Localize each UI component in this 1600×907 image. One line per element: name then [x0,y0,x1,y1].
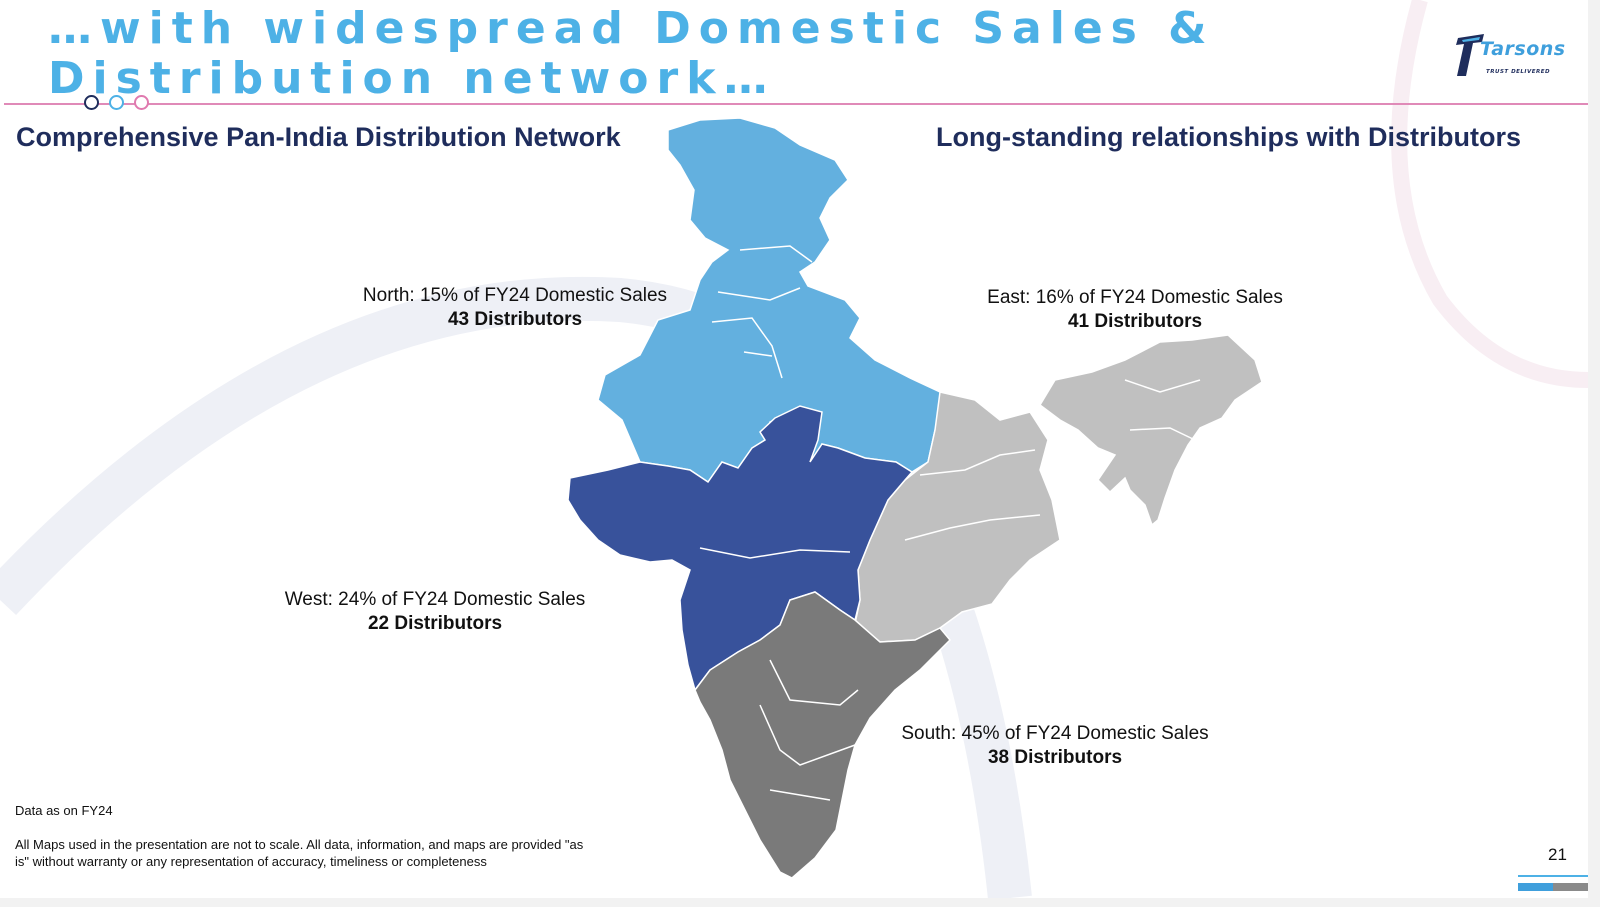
east-sales-share: East: 16% of FY24 Domestic Sales [987,287,1283,308]
slide-title: …with widespread Domestic Sales & Distri… [48,3,1215,104]
east-distributor-count: 41 Distributors [1067,311,1203,332]
label-west: West: 24% of FY24 Domestic Sales 22 Dist… [278,588,592,636]
logo-tagline: TRUST DELIVERED [1486,69,1551,75]
heading-distributor-relationships: Long-standing relationships with Distrib… [936,122,1521,152]
west-sales-share: West: 24% of FY24 Domestic Sales [284,589,586,610]
tarsons-logo: Tarsons TRUST DELIVERED [1454,32,1574,84]
title-underline [4,103,1588,105]
logo-t-mark-icon [1456,34,1484,76]
footer-accent-bar [1518,875,1588,891]
dot-blue [109,95,124,110]
footer-line [1518,875,1588,877]
page-number: 21 [1548,845,1567,864]
south-sales-share: South: 45% of FY24 Domestic Sales [901,723,1209,744]
west-distributor-count: 22 Distributors [367,613,503,634]
south-distributor-count: 38 Distributors [987,747,1123,768]
decorative-dots [84,95,149,110]
footer-blue-block [1518,883,1553,891]
map-disclaimer: All Maps used in the presentation are no… [15,837,584,869]
dot-pink [134,95,149,110]
label-east: East: 16% of FY24 Domestic Sales 41 Dist… [970,286,1300,334]
region-south [694,591,952,879]
heading-distribution-network: Comprehensive Pan-India Distribution Net… [16,122,621,152]
north-sales-share: North: 15% of FY24 Domestic Sales [362,285,668,306]
label-south: South: 45% of FY24 Domestic Sales 38 Dis… [890,722,1220,770]
data-as-of-note: Data as on FY24 [15,803,113,818]
label-north: North: 15% of FY24 Domestic Sales 43 Dis… [355,284,675,332]
footer-grey-block [1553,883,1588,891]
dot-navy [84,95,99,110]
logo-wordmark: Tarsons [1480,38,1566,60]
north-distributor-count: 43 Distributors [447,309,583,330]
